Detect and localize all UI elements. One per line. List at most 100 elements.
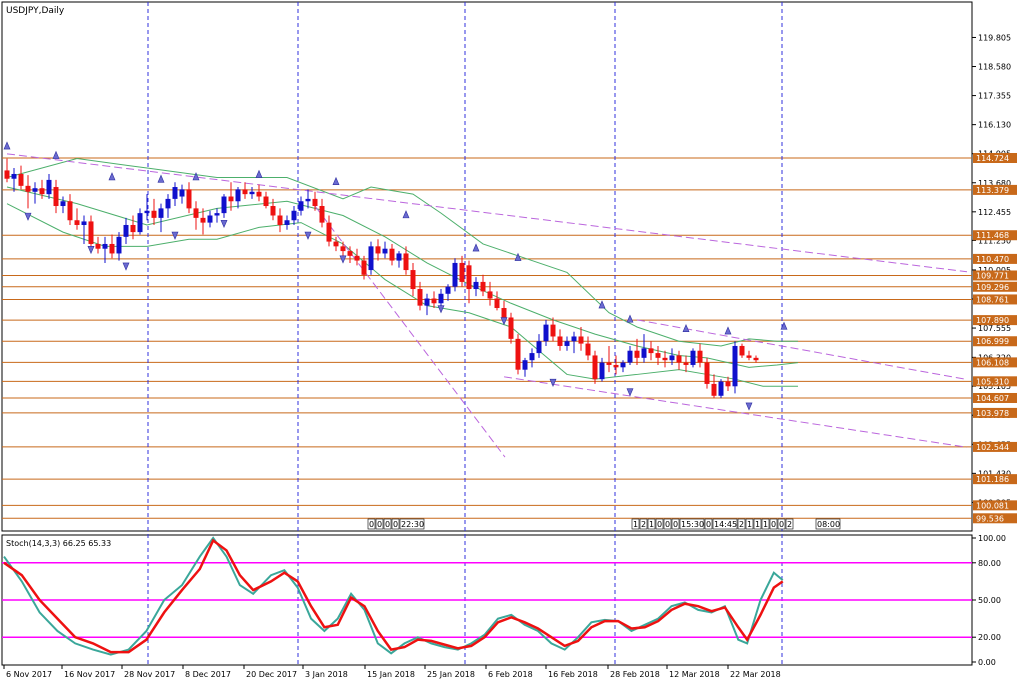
candle-body [165, 198, 171, 209]
x-tick-label: 6 Feb 2018 [488, 670, 533, 679]
price-tag-bg [973, 500, 1017, 511]
candle-body [704, 362, 710, 384]
candle-body [529, 353, 535, 361]
fractal-up-arrow [157, 174, 165, 183]
y-tick-label: 111.250 [978, 236, 1011, 245]
candle-body [319, 206, 325, 223]
price-tag: 99.536 [973, 513, 1017, 524]
fractal-up-arrow [108, 172, 116, 181]
y-tick-label: 107.555 [978, 324, 1011, 333]
candle-body [690, 350, 696, 365]
candle-body [277, 215, 283, 225]
annotation-box [712, 518, 738, 530]
candle-body [284, 220, 290, 225]
price-tag: 105.310 [973, 376, 1017, 387]
price-tag: 100.081 [973, 500, 1017, 511]
price-tag-bg [973, 281, 1017, 292]
candle-body [718, 381, 724, 396]
candle-body [256, 191, 262, 197]
price-tag-bg [973, 184, 1017, 195]
candle-body [67, 201, 73, 221]
price-tag-bg [973, 376, 1017, 387]
candle-body [403, 253, 409, 271]
annotation-text: 0 [657, 520, 662, 529]
price-tag-bg [973, 407, 1017, 418]
candle-body [396, 253, 402, 261]
price-tag: 102.544 [973, 441, 1017, 452]
candle-body [571, 336, 577, 342]
annotation-box [785, 518, 794, 530]
x-tick-label: 25 Jan 2018 [427, 670, 475, 679]
price-tag-label: 109.771 [976, 271, 1009, 280]
price-tag-label: 113.379 [976, 186, 1009, 195]
y-tick-label: 116.130 [978, 121, 1011, 130]
price-tag-bg [973, 253, 1017, 264]
x-tick-label: 28 Nov 2017 [124, 670, 175, 679]
stochastic-panel: 100.00 80.00 50.00 20.00 0.00 [2, 534, 1006, 667]
annotation-text: 22:30 [401, 520, 424, 529]
fractal-down-arrow [87, 246, 95, 255]
price-tag: 107.890 [973, 315, 1017, 326]
annotation-box [647, 518, 656, 530]
price-tag-label: 101.186 [976, 475, 1009, 484]
price-tag-label: 106.108 [976, 358, 1009, 367]
fractal-up-arrow [682, 323, 690, 333]
candle-body [515, 338, 521, 370]
candle-body [739, 345, 745, 356]
candle-body [361, 260, 367, 275]
price-tag-label: 106.999 [976, 337, 1009, 346]
price-tag-label: 110.470 [976, 255, 1009, 264]
fractal-up-arrow [332, 176, 340, 185]
price-tag-bg [973, 315, 1017, 326]
horizontal-levels [2, 157, 972, 519]
annotation-box [671, 518, 680, 530]
price-tag: 108.761 [973, 294, 1017, 305]
price-tag: 109.771 [973, 270, 1017, 281]
candle-body [235, 189, 241, 202]
candle-body [109, 243, 115, 254]
x-tick-label: 6 Nov 2017 [6, 670, 52, 679]
candle-body [32, 188, 38, 192]
y-tick-label: 119.805 [978, 33, 1011, 42]
candle-body [410, 270, 416, 290]
annotation-text: 0 [673, 520, 678, 529]
candle-body [81, 221, 87, 225]
price-tag-bg [973, 357, 1017, 368]
candle-body [95, 243, 101, 249]
annotation-text: 15:30 [681, 520, 704, 529]
candle-body [270, 206, 276, 216]
annotation-text: 0 [377, 520, 382, 529]
candle-body [382, 248, 388, 254]
x-tick-label: 16 Feb 2018 [548, 670, 598, 679]
candle-body [207, 215, 213, 223]
annotation-text: 0 [771, 520, 776, 529]
x-tick-label: 15 Jan 2018 [367, 670, 415, 679]
price-tag-bg [973, 152, 1017, 163]
candle-body [179, 189, 185, 197]
candle-body [669, 355, 675, 361]
annotation-text: 14:45 [714, 520, 737, 529]
trendlines[interactable] [6, 153, 968, 458]
level-price-tags: 114.724 113.379 111.468 110.470 109.771 109.2… [973, 152, 1017, 524]
y-tick-label: 110.005 [978, 266, 1011, 275]
price-tag-label: 99.536 [976, 514, 1004, 523]
candle-body [158, 208, 164, 218]
fractal-arrows [3, 141, 788, 411]
candle-body [431, 298, 437, 304]
fractal-down-arrow [171, 231, 179, 240]
fractal-down-arrow [304, 231, 312, 240]
price-tag: 111.468 [973, 230, 1017, 241]
annotation-text: 08:00 [817, 520, 840, 529]
annotation-box [399, 518, 425, 530]
candle-body [473, 281, 479, 290]
candle-body [599, 362, 605, 380]
candle-body [438, 293, 444, 304]
fractal-down-arrow [626, 388, 634, 397]
fractal-up-arrow [192, 172, 200, 181]
candle-body [242, 189, 248, 195]
price-tag-bg [973, 474, 1017, 485]
candle-body [501, 308, 507, 318]
fractal-up-arrow [724, 326, 732, 335]
fractal-down-arrow [122, 262, 130, 271]
